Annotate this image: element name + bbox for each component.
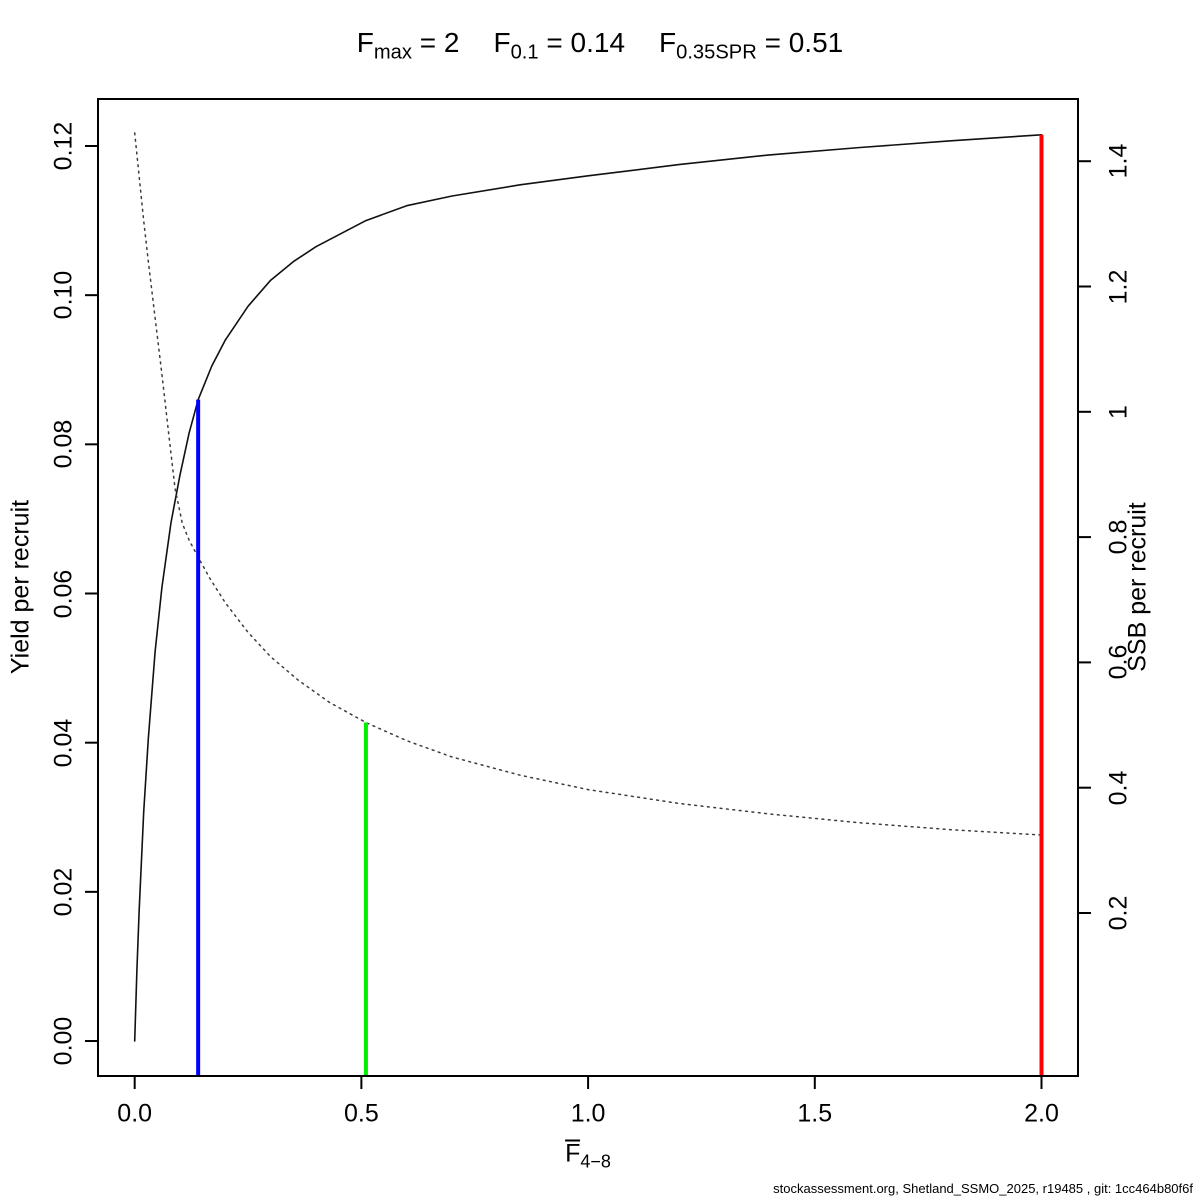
title-f01-value: = 0.14 (538, 27, 626, 58)
title-f035spr-base: F (659, 27, 677, 58)
x-axis-title: F4−8 (565, 1139, 611, 1173)
y-right-tick-label: 0.2 (1104, 895, 1133, 931)
y-right-tick-label: 0.8 (1104, 519, 1133, 555)
title-f01-sub: 0.1 (510, 41, 539, 64)
x-tick-label: 0.0 (117, 1099, 153, 1128)
y-left-tick-label: 0.04 (49, 718, 78, 768)
y-right-tick-label: 0.6 (1104, 645, 1133, 680)
title-f01: F0.1 = 0.14 (493, 27, 625, 65)
x-tick-label: 1.0 (570, 1099, 606, 1128)
y-right-tick-label: 0.4 (1104, 770, 1133, 806)
title-fmax: Fmax = 2 (357, 27, 460, 65)
y-left-tick-label: 0.08 (49, 419, 78, 469)
title-fmax-value: = 2 (411, 27, 460, 58)
y-left-tick-label: 0.06 (49, 569, 78, 618)
y-left-tick-label: 0.12 (49, 121, 78, 171)
y-right-tick-label: 1.2 (1104, 269, 1133, 304)
y-right-tick-label: 1 (1104, 404, 1133, 419)
title-fmax-base: F (356, 27, 374, 58)
x-axis-title-base: F (565, 1139, 581, 1168)
title-f01-base: F (493, 27, 511, 58)
x-tick-label: 0.5 (343, 1099, 379, 1128)
chart-title: Fmax = 2 F0.1 = 0.14 F0.35SPR = 0.51 (0, 27, 1200, 65)
y-axis-title-left: Yield per recruit (6, 499, 35, 675)
ssb-per-recruit-curve (133, 132, 1043, 836)
y-left-tick-label: 0.00 (49, 1016, 78, 1066)
x-tick-label: 1.5 (797, 1099, 833, 1128)
plot-border (97, 98, 1079, 1077)
y-left-tick-label: 0.10 (49, 270, 78, 320)
title-f035spr: F0.35SPR = 0.51 (659, 27, 843, 65)
y-left-tick-label: 0.02 (49, 867, 78, 917)
title-fmax-sub: max (373, 41, 412, 64)
x-axis-title-sub: 4−8 (580, 1151, 611, 1172)
title-f035spr-value: = 0.51 (756, 27, 844, 58)
footer-caption: stockassessment.org, Shetland_SSMO_2025,… (773, 1181, 1193, 1196)
y-right-tick-label: 1.4 (1104, 143, 1133, 179)
title-f035spr-sub: 0.35SPR (676, 41, 757, 64)
yield-per-recruit-curve (133, 134, 1043, 1042)
x-tick-label: 2.0 (1024, 1099, 1059, 1128)
